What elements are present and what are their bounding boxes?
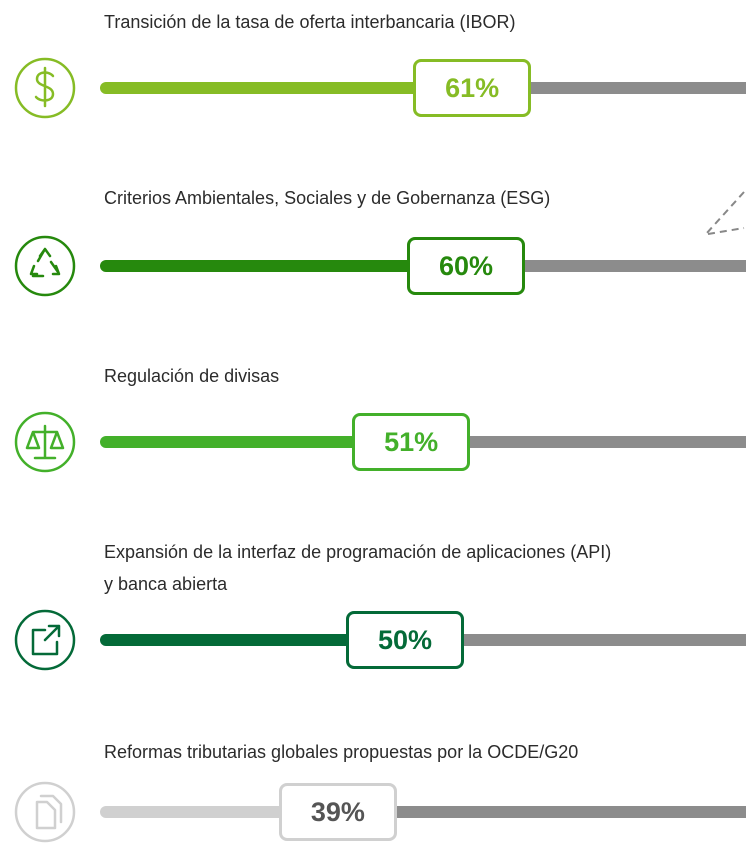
- row-label: Expansión de la interfaz de programación…: [104, 542, 612, 594]
- bar-remainder: [472, 82, 746, 94]
- value-label: 60%: [407, 237, 525, 295]
- icon: [14, 57, 76, 119]
- row-label: Reformas tributarias globales propuestas…: [104, 742, 579, 762]
- row-label: Transición de la tasa de oferta interban…: [104, 12, 516, 32]
- bar: [100, 806, 338, 818]
- bar-remainder: [466, 260, 746, 272]
- bar: [100, 260, 466, 272]
- value-label: 61%: [413, 59, 532, 117]
- value-label: 51%: [352, 413, 471, 471]
- bar-remainder: [337, 806, 746, 818]
- row-label: Regulación de divisas: [104, 366, 280, 386]
- icon: [14, 411, 76, 473]
- decor-dashes: [705, 191, 745, 235]
- bar: [100, 634, 405, 646]
- value-label: 39%: [278, 783, 397, 841]
- bar-remainder: [411, 436, 746, 448]
- bar: [100, 436, 412, 448]
- value-label: 50%: [346, 611, 464, 669]
- icon: [14, 235, 76, 297]
- icon: [14, 781, 76, 843]
- bar: [100, 82, 473, 94]
- bar-remainder: [405, 634, 746, 646]
- icon: [14, 609, 76, 671]
- row-label: Criterios Ambientales, Sociales y de Gob…: [104, 188, 551, 208]
